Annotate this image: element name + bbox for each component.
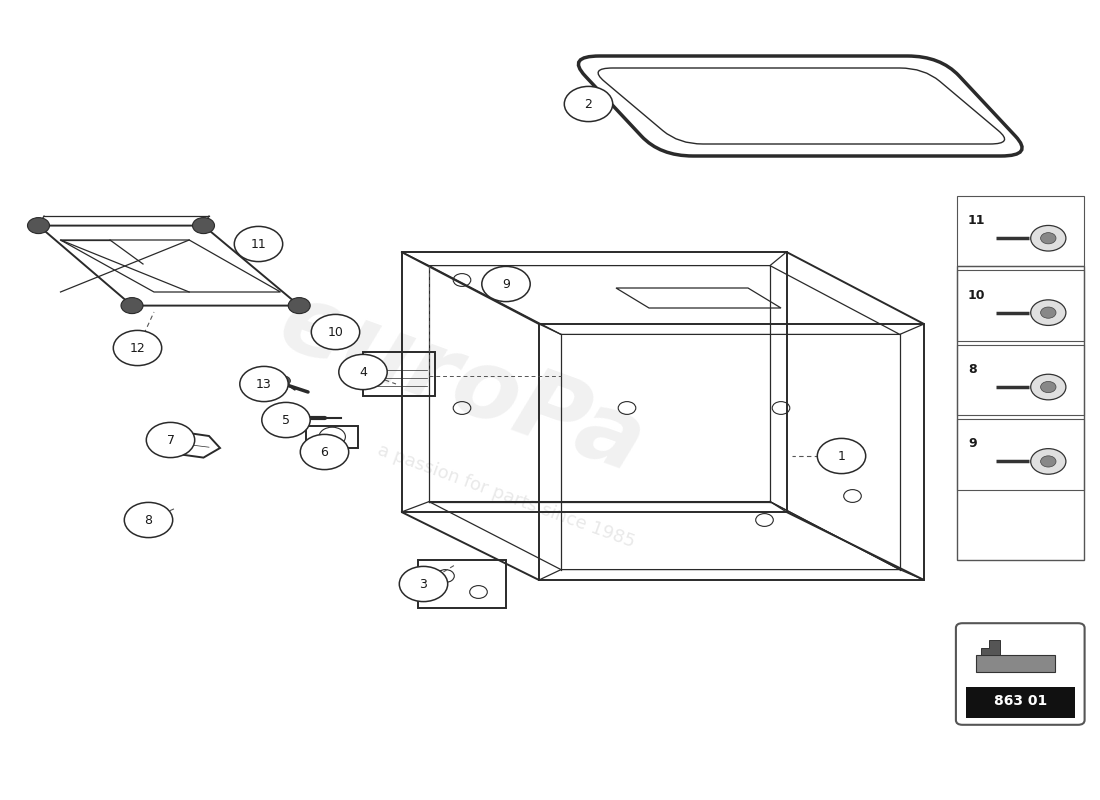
Circle shape <box>1041 456 1056 467</box>
Circle shape <box>146 422 195 458</box>
Circle shape <box>275 410 297 426</box>
Text: 7: 7 <box>166 434 175 446</box>
Circle shape <box>240 366 288 402</box>
Text: 3: 3 <box>419 578 428 590</box>
Circle shape <box>192 218 215 234</box>
Circle shape <box>339 354 387 390</box>
Text: 10: 10 <box>968 289 986 302</box>
Circle shape <box>399 566 448 602</box>
Text: a passion for parts since 1985: a passion for parts since 1985 <box>375 441 637 551</box>
Text: 5: 5 <box>282 414 290 426</box>
Circle shape <box>277 376 290 386</box>
Text: 6: 6 <box>320 446 329 458</box>
Text: 4: 4 <box>359 366 367 378</box>
Text: 8: 8 <box>968 363 977 376</box>
FancyBboxPatch shape <box>957 196 1084 266</box>
Text: 11: 11 <box>251 238 266 250</box>
Text: 11: 11 <box>968 214 986 227</box>
Circle shape <box>1031 226 1066 251</box>
FancyBboxPatch shape <box>957 345 1084 415</box>
Text: 1: 1 <box>837 450 846 462</box>
Circle shape <box>817 438 866 474</box>
Circle shape <box>1041 233 1056 244</box>
Circle shape <box>121 298 143 314</box>
Text: 8: 8 <box>144 514 153 526</box>
Circle shape <box>564 86 613 122</box>
Circle shape <box>482 266 530 302</box>
Circle shape <box>262 402 310 438</box>
Circle shape <box>288 298 310 314</box>
Bar <box>966 687 1075 718</box>
FancyBboxPatch shape <box>957 270 1084 341</box>
Text: 863 01: 863 01 <box>993 694 1047 708</box>
Circle shape <box>300 434 349 470</box>
Text: 12: 12 <box>130 342 145 354</box>
Text: euroPa: euroPa <box>267 275 657 493</box>
Polygon shape <box>981 641 1000 655</box>
Text: 10: 10 <box>328 326 343 338</box>
Circle shape <box>1031 374 1066 400</box>
Circle shape <box>311 314 360 350</box>
Circle shape <box>1031 449 1066 474</box>
Circle shape <box>1031 300 1066 326</box>
Circle shape <box>234 226 283 262</box>
Text: 13: 13 <box>256 378 272 390</box>
Text: 2: 2 <box>584 98 593 110</box>
Text: 9: 9 <box>968 438 977 450</box>
Circle shape <box>113 330 162 366</box>
Circle shape <box>28 218 50 234</box>
Circle shape <box>1041 382 1056 393</box>
Text: 9: 9 <box>502 278 510 290</box>
Circle shape <box>124 502 173 538</box>
Circle shape <box>1041 307 1056 318</box>
Bar <box>976 655 1055 673</box>
FancyBboxPatch shape <box>956 623 1085 725</box>
FancyBboxPatch shape <box>957 419 1084 490</box>
